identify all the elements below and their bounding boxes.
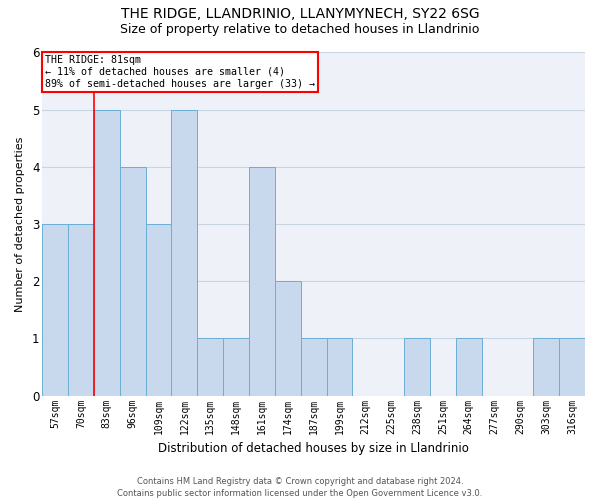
- Bar: [404, 338, 430, 396]
- Bar: [249, 167, 275, 396]
- X-axis label: Distribution of detached houses by size in Llandrinio: Distribution of detached houses by size …: [158, 442, 469, 455]
- Bar: [275, 282, 301, 396]
- Bar: [559, 338, 585, 396]
- Bar: [301, 338, 326, 396]
- Bar: [42, 224, 68, 396]
- Bar: [456, 338, 482, 396]
- Text: Contains HM Land Registry data © Crown copyright and database right 2024.
Contai: Contains HM Land Registry data © Crown c…: [118, 476, 482, 498]
- Text: Size of property relative to detached houses in Llandrinio: Size of property relative to detached ho…: [121, 22, 479, 36]
- Bar: [94, 110, 120, 396]
- Y-axis label: Number of detached properties: Number of detached properties: [15, 136, 25, 312]
- Bar: [146, 224, 172, 396]
- Text: THE RIDGE, LLANDRINIO, LLANYMYNECH, SY22 6SG: THE RIDGE, LLANDRINIO, LLANYMYNECH, SY22…: [121, 8, 479, 22]
- Bar: [326, 338, 352, 396]
- Bar: [533, 338, 559, 396]
- Bar: [68, 224, 94, 396]
- Bar: [120, 167, 146, 396]
- Bar: [223, 338, 249, 396]
- Bar: [172, 110, 197, 396]
- Bar: [197, 338, 223, 396]
- Text: THE RIDGE: 81sqm
← 11% of detached houses are smaller (4)
89% of semi-detached h: THE RIDGE: 81sqm ← 11% of detached house…: [45, 56, 315, 88]
